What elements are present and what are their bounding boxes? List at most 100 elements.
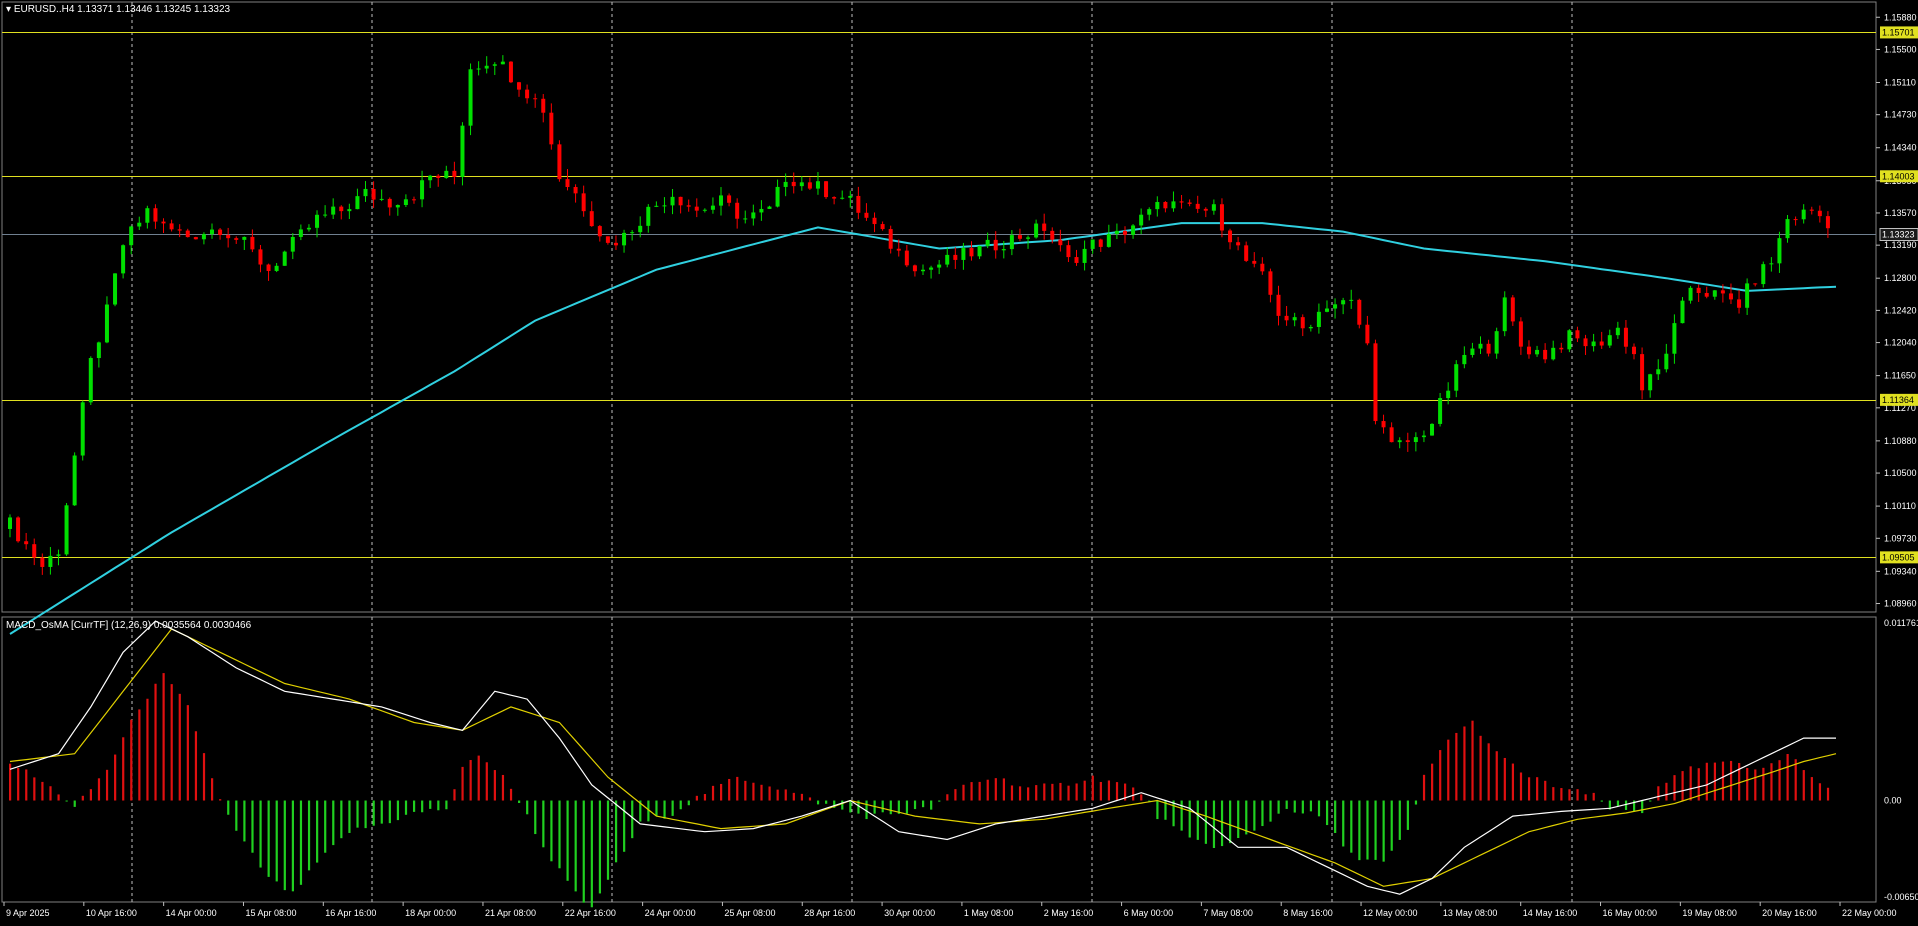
price-axis-label: 1.10880: [1884, 436, 1917, 446]
candle-body: [557, 144, 562, 180]
candle-body: [1753, 283, 1758, 285]
candle-body: [1179, 201, 1184, 203]
macd-histogram-bar: [1649, 800, 1652, 802]
macd-histogram-bar: [1770, 763, 1773, 801]
macd-histogram-bar: [800, 793, 804, 801]
candle-body: [783, 181, 788, 187]
macd-histogram-bar: [1463, 726, 1466, 801]
candle-body: [694, 206, 699, 211]
time-axis-label: 24 Apr 00:00: [645, 908, 696, 918]
candle-body: [1632, 346, 1637, 355]
candle-body: [1737, 299, 1742, 308]
candle-body: [1769, 263, 1774, 265]
candle-body: [1324, 308, 1329, 312]
macd-histogram-bar: [1374, 800, 1377, 860]
candle-body: [1163, 202, 1168, 209]
macd-histogram-bar: [1447, 739, 1450, 801]
candle-body: [8, 517, 12, 529]
candle-body: [654, 205, 659, 207]
candle-body: [1292, 317, 1297, 321]
macd-histogram-bar: [1204, 800, 1207, 844]
macd-histogram-bar: [1616, 800, 1620, 807]
macd-histogram-bar: [1568, 789, 1571, 801]
macd-histogram-bar: [1697, 768, 1700, 801]
macd-histogram-bar: [210, 778, 214, 801]
macd-histogram-bar: [105, 769, 109, 801]
macd-histogram-bar: [1439, 750, 1442, 801]
macd-histogram-bar: [1002, 778, 1005, 801]
ohlc-label: 1.13371 1.13446 1.13245 1.13323: [77, 4, 231, 15]
candle-body: [1688, 287, 1693, 301]
macd-histogram-bar: [913, 800, 917, 810]
macd-histogram-bar: [1721, 761, 1725, 801]
candle-body: [1001, 249, 1006, 251]
macd-histogram-bar: [905, 800, 909, 814]
level-price-tag: [1880, 170, 1918, 183]
macd-histogram-bar: [437, 800, 440, 811]
macd-histogram-bar: [1366, 800, 1369, 860]
macd-histogram-bar: [1794, 759, 1797, 801]
candle-body: [710, 205, 715, 210]
candle-body: [759, 208, 764, 213]
macd-histogram-bar: [1285, 800, 1288, 809]
candle-body: [1704, 292, 1709, 297]
candle-body: [1050, 230, 1055, 240]
candle-body: [1494, 331, 1499, 354]
macd-histogram-bar: [1277, 800, 1280, 814]
candle-body: [1745, 283, 1750, 308]
candle-body: [436, 175, 441, 178]
macd-histogram-bar: [1035, 785, 1038, 801]
macd-histogram-bar: [1140, 794, 1143, 801]
macd-histogram-bar: [728, 778, 731, 801]
candle-body: [64, 505, 69, 555]
candle-body: [1567, 330, 1572, 350]
collapse-triangle-icon[interactable]: ▾: [6, 4, 12, 15]
candle-body: [363, 188, 368, 197]
macd-histogram-bar: [671, 800, 674, 816]
level-price-tag-text: 1.14003: [1882, 171, 1915, 181]
candle-body: [104, 304, 109, 343]
candle-body: [1090, 239, 1095, 249]
candle-body: [1357, 299, 1362, 325]
candle-body: [40, 557, 45, 567]
time-axis-label: 9 Apr 2025: [6, 908, 50, 918]
macd-histogram-bar: [1681, 771, 1684, 801]
macd-signal-line: [9, 628, 1837, 887]
candle-body: [492, 64, 497, 66]
macd-histogram-bar: [1495, 751, 1498, 801]
time-axis-label: 2 May 16:00: [1044, 908, 1094, 918]
macd-histogram-bar: [1382, 800, 1385, 862]
macd-histogram-bar: [1325, 800, 1329, 826]
price-axis-label: 1.15880: [1884, 12, 1917, 22]
candle-body: [395, 205, 400, 208]
macd-histogram-bar: [816, 800, 820, 805]
macd-histogram-bar: [1342, 800, 1345, 847]
candle-body: [1244, 245, 1249, 261]
candle-body: [1825, 216, 1830, 229]
macd-histogram-bar: [574, 800, 577, 892]
macd-histogram-bar: [970, 782, 973, 801]
candle-body: [129, 226, 134, 246]
level-price-tag-text: 1.09505: [1882, 552, 1915, 562]
price-axis-label: 1.12800: [1884, 273, 1917, 283]
candle-body: [1211, 204, 1216, 211]
candle-body: [1518, 321, 1523, 347]
candle-body: [864, 212, 869, 218]
candle-body: [121, 245, 126, 274]
macd-histogram-bar: [97, 778, 101, 801]
candle-body: [719, 195, 724, 206]
macd-histogram-bar: [41, 781, 44, 801]
macd-histogram-bar: [307, 800, 311, 871]
price-axis-label: 1.09730: [1884, 533, 1917, 543]
macd-histogram-bar: [857, 800, 860, 814]
macd-histogram-bar: [49, 786, 52, 801]
candle-body: [678, 196, 683, 206]
candle-body: [371, 188, 376, 200]
horizontal-levels[interactable]: [2, 32, 1876, 558]
macd-histogram-bar: [1334, 800, 1337, 833]
candle-body: [985, 239, 990, 246]
candle-body: [1349, 299, 1354, 301]
macd-histogram-bar: [1059, 782, 1062, 801]
candle-body: [1114, 230, 1119, 234]
